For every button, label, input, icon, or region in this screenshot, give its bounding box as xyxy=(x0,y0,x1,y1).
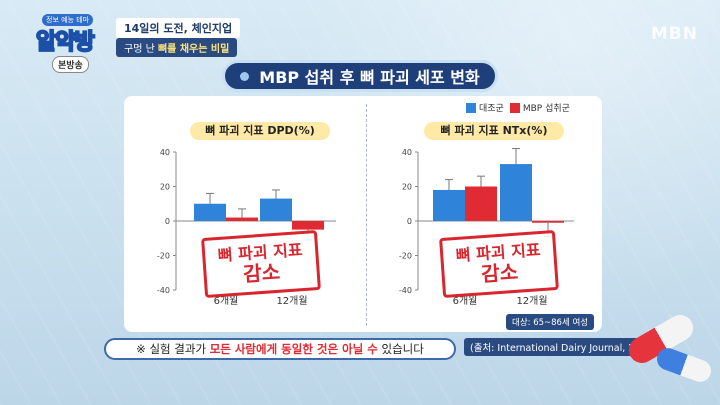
broadcast-badge: 본방송 xyxy=(52,56,89,73)
decrease-stamp-ntx: 뼈 파괴 지표 감소 xyxy=(439,230,559,298)
legend: 대조군 MBP 섭취군 xyxy=(466,101,576,114)
bar xyxy=(194,203,226,221)
y-tick-label: 40 xyxy=(160,148,170,157)
episode-subtitle: 14일의 도전, 체인지업 xyxy=(116,18,241,38)
x-tick-label: 12개월 xyxy=(516,295,547,307)
bar xyxy=(260,198,292,221)
x-tick-label: 12개월 xyxy=(276,295,307,307)
y-tick-label: 0 xyxy=(165,217,170,226)
y-tick-label: 20 xyxy=(402,183,412,192)
logo-tagline: 정보 예능 테마 xyxy=(42,14,94,26)
legend-item-mbp: MBP 섭취군 xyxy=(509,101,570,114)
chart-title-ntx: 뼈 파괴 지표 NTx(%) xyxy=(424,122,564,140)
y-tick-label: -20 xyxy=(399,252,412,261)
channel-logo: MBN xyxy=(650,24,698,44)
episode-caption: 구멍 난 뼈를 채우는 비밀 xyxy=(116,38,238,57)
y-tick-label: -20 xyxy=(157,252,170,261)
bar xyxy=(292,221,324,230)
bullet-icon xyxy=(240,71,250,81)
show-logo: 정보 예능 테마 알약방 본방송 xyxy=(35,14,106,74)
x-tick-label: 6개월 xyxy=(453,295,478,307)
bar xyxy=(226,217,258,221)
page-title-text: MBP 섭취 후 뼈 파괴 세포 변화 xyxy=(259,68,480,87)
y-tick-label: -40 xyxy=(399,286,412,295)
x-tick-label: 6개월 xyxy=(214,295,239,307)
bar xyxy=(465,186,497,221)
chart-divider xyxy=(366,104,367,326)
target-note: 대상: 65~86세 여성 xyxy=(506,314,595,330)
y-tick-label: 40 xyxy=(402,148,412,157)
y-tick-label: 0 xyxy=(407,217,412,226)
decrease-stamp-dpd: 뼈 파괴 지표 감소 xyxy=(201,230,321,298)
legend-swatch-mbp xyxy=(509,102,520,113)
source-citation: (출처: International Dairy Journal, 2010년) xyxy=(464,338,671,356)
bar xyxy=(532,221,564,223)
logo-title: 알약방 xyxy=(35,29,96,56)
disclaimer: ※ 실험 결과가 모든 사람에게 동일한 것은 아닐 수 있습니다 xyxy=(104,338,456,360)
bar xyxy=(433,189,465,221)
y-tick-label: 20 xyxy=(160,183,170,192)
page-title: MBP 섭취 후 뼈 파괴 세포 변화 xyxy=(222,60,498,92)
bar xyxy=(500,164,532,221)
legend-item-control: 대조군 xyxy=(466,101,504,114)
chart-title-dpd: 뼈 파괴 지표 DPD(%) xyxy=(190,122,330,140)
legend-swatch-control xyxy=(466,102,476,113)
y-tick-label: -40 xyxy=(157,286,170,295)
